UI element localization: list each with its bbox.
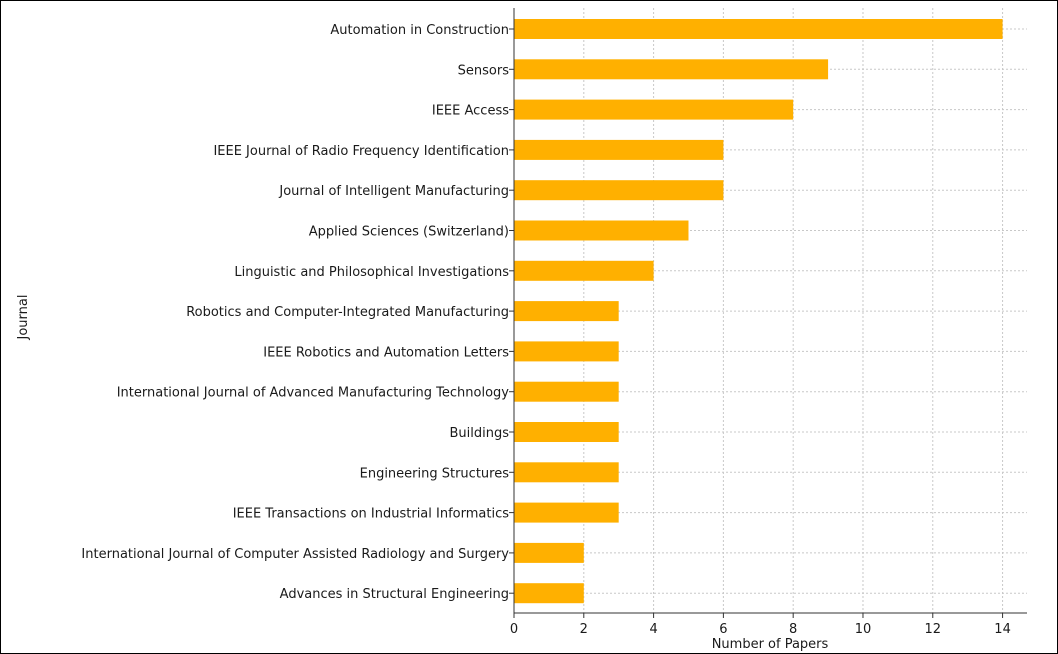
category-label: Automation in Construction	[330, 23, 509, 38]
bar	[514, 139, 724, 160]
bar	[514, 462, 619, 483]
bar	[514, 99, 794, 120]
x-tick-label: 0	[510, 622, 518, 637]
bar	[514, 583, 584, 604]
bar	[514, 502, 619, 523]
x-tick-label: 2	[580, 622, 588, 637]
bar	[514, 59, 829, 80]
bar-layer	[514, 19, 1003, 604]
category-label: International Journal of Advanced Manufa…	[117, 386, 510, 401]
x-tick-label: 10	[855, 622, 872, 637]
x-tick-label: 8	[789, 622, 797, 637]
category-label: Engineering Structures	[360, 466, 510, 481]
category-label: IEEE Transactions on Industrial Informat…	[233, 507, 510, 522]
category-label: IEEE Robotics and Automation Letters	[263, 345, 509, 360]
bar	[514, 381, 619, 402]
category-label: Robotics and Computer-Integrated Manufac…	[186, 305, 509, 320]
bar	[514, 341, 619, 362]
bar	[514, 542, 584, 563]
bar	[514, 220, 689, 241]
category-label: Applied Sciences (Switzerland)	[309, 225, 509, 240]
x-tick-label: 6	[719, 622, 727, 637]
category-label: Journal of Intelligent Manufacturing	[278, 184, 509, 199]
category-label: IEEE Journal of Radio Frequency Identifi…	[213, 144, 509, 159]
category-label: International Journal of Computer Assist…	[81, 547, 509, 562]
x-tick-label: 14	[994, 622, 1011, 637]
x-axis-title: Number of Papers	[712, 637, 829, 652]
x-tick-label: 12	[925, 622, 942, 637]
label-layer: Automation in Construction Sensors IEEE Ac…	[81, 23, 514, 602]
y-axis-title: Journal	[16, 295, 31, 341]
bar	[514, 260, 654, 281]
x-tick-label: 4	[649, 622, 657, 637]
category-label: Sensors	[458, 63, 510, 78]
category-label: IEEE Access	[432, 104, 509, 119]
bar	[514, 301, 619, 322]
x-tick-layer: 0 2 4 6 8 10 12 14	[510, 613, 1011, 637]
bar	[514, 19, 1003, 39]
category-label: Advances in Structural Engineering	[280, 587, 509, 602]
category-label: Buildings	[449, 426, 509, 441]
category-label: Linguistic and Philosophical Investigati…	[234, 265, 509, 280]
bar	[514, 180, 724, 201]
bar	[514, 422, 619, 442]
